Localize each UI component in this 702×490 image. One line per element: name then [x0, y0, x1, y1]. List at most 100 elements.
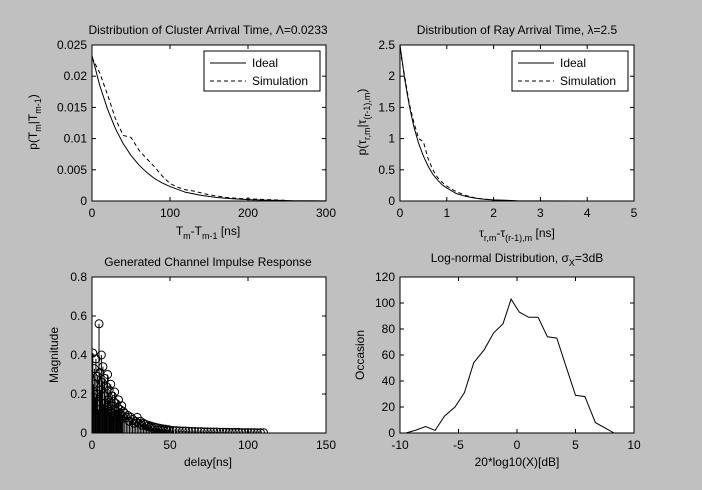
ray-arrival-ylabel: p(τr,m|τ(r-1),m)	[355, 89, 372, 156]
ray-arrival-ytick-label: 0.5	[378, 163, 395, 177]
impulse-stem-marker	[187, 426, 197, 433]
ray-arrival-xlabel: τr,m-τ(r-1),m [ns]	[479, 226, 555, 243]
cluster-arrival-xtick-label: 0	[89, 206, 96, 220]
impulse-stem-marker	[234, 427, 244, 433]
ray-arrival-legend-box	[511, 50, 629, 92]
impulse-stem-marker	[184, 426, 194, 433]
lognormal-title: Log-normal Distribution, σX=3dB	[431, 251, 604, 268]
impulse-stem-marker	[193, 427, 203, 433]
cluster-arrival-xtick-label: 200	[238, 206, 258, 220]
ray-arrival-xtick-label: 4	[584, 206, 591, 220]
impulse-stem-marker	[221, 427, 231, 433]
lognormal-xtick-label: 10	[627, 438, 641, 452]
ray-arrival-xtick-label: 5	[631, 206, 638, 220]
impulse-stem-marker	[96, 350, 106, 360]
ray-arrival-axes-frame	[399, 44, 635, 202]
lognormal-xlabel: 20*log10(X)[dB]	[475, 455, 560, 469]
lognormal-ylabel: Occasion	[353, 330, 367, 380]
impulse-stem-marker	[206, 427, 216, 433]
ray-arrival-xtick-label: 1	[443, 206, 450, 220]
cluster-arrival-plot: Distribution of Cluster Arrival Time, Λ=…	[26, 23, 336, 241]
ray-arrival-legend-label-simulation: Simulation	[560, 74, 616, 88]
lognormal-plot-layer	[405, 297, 615, 433]
impulse-stem-marker	[196, 427, 206, 433]
impulse-stem-marker	[215, 427, 225, 433]
impulse-stem-marker	[104, 385, 114, 395]
impulse-response-ytick-label: 0.8	[70, 270, 87, 284]
cluster-arrival-xtick-label: 300	[316, 206, 336, 220]
cluster-arrival-legend-label-simulation: Simulation	[252, 74, 308, 88]
impulse-stem-marker	[106, 379, 116, 389]
impulse-response-ytick-label: 0	[80, 426, 87, 440]
impulse-response-axes-area	[92, 277, 326, 433]
impulse-stem-marker	[103, 370, 113, 379]
impulse-response-plot-layer	[92, 319, 326, 433]
ray-arrival-title: Distribution of Ray Arrival Time, λ=2.5	[417, 23, 618, 37]
impulse-stem-marker	[212, 427, 222, 433]
impulse-stem-marker	[174, 426, 184, 433]
impulse-stem-marker	[227, 427, 237, 433]
impulse-stem-marker	[177, 426, 187, 433]
impulse-stem-marker	[114, 395, 124, 405]
impulse-response-ylabel: Magnitude	[47, 327, 61, 383]
impulse-response-ytick-label: 0.2	[70, 387, 87, 401]
lognormal-axes-area	[400, 277, 634, 433]
cluster-arrival-legend-label-ideal: Ideal	[252, 56, 278, 70]
impulse-response-ytick-label: 0.6	[70, 309, 87, 323]
cluster-arrival-ytick-label: 0.02	[64, 69, 88, 83]
cluster-arrival-xtick-label: 100	[160, 206, 180, 220]
impulse-response-xtick-label: 100	[238, 438, 258, 452]
impulse-stem-marker	[165, 425, 175, 433]
lognormal-series-ideal-line	[405, 297, 615, 433]
lognormal-plot: Log-normal Distribution, σX=3dB 20*log10…	[353, 251, 641, 469]
impulse-response-xtick-label: 150	[316, 438, 336, 452]
impulse-stem-marker	[110, 387, 120, 397]
cluster-arrival-ylabel: p(Tm|Tm-1)	[26, 94, 43, 149]
lognormal-ytick-label: 120	[375, 270, 395, 284]
impulse-stem-marker	[218, 427, 228, 433]
lognormal-ytick-label: 40	[382, 374, 396, 388]
ray-arrival-ytick-label: 1	[388, 132, 395, 146]
cluster-arrival-ytick-label: 0.005	[57, 163, 87, 177]
ray-arrival-xtick-label: 3	[537, 206, 544, 220]
impulse-stem-marker	[224, 427, 234, 433]
impulse-response-xtick-label: 50	[163, 438, 177, 452]
impulse-response-title: Generated Channel Impulse Response	[104, 255, 312, 269]
impulse-stem-marker	[168, 425, 178, 433]
impulse-stem-marker	[92, 348, 98, 358]
cluster-arrival-ytick-label: 0.01	[64, 132, 88, 146]
ray-arrival-xtick-label: 2	[490, 206, 497, 220]
cluster-arrival-xlabel: Tm-Tm-1 [ns]	[176, 224, 240, 241]
impulse-stem-marker	[171, 426, 181, 433]
impulse-response-ytick-label: 0.4	[70, 348, 87, 362]
cluster-arrival-ytick-label: 0.015	[57, 100, 87, 114]
impulse-stem-marker	[199, 427, 209, 433]
impulse-stem-marker	[202, 427, 212, 433]
lognormal-ytick-label: 60	[382, 348, 396, 362]
cluster-arrival-legend-box	[203, 50, 321, 92]
cluster-arrival-plot-layer	[92, 55, 326, 201]
ray-arrival-legend-label-ideal: Ideal	[560, 56, 586, 70]
ray-arrival-ytick-label: 2	[388, 69, 395, 83]
impulse-stem-marker	[98, 362, 108, 372]
lognormal-ytick-label: 100	[375, 296, 395, 310]
lognormal-ytick-label: 20	[382, 400, 396, 414]
cluster-arrival-ytick-label: 0.025	[57, 38, 87, 52]
ray-arrival-ytick-label: 0	[388, 194, 395, 208]
cluster-arrival-series-simulation-line	[92, 57, 288, 201]
impulse-stem-marker	[231, 427, 241, 433]
ray-arrival-xtick-label: 0	[397, 206, 404, 220]
lognormal-ytick-label: 0	[388, 426, 395, 440]
cluster-arrival-axes-frame	[91, 44, 327, 202]
ray-arrival-plot: Distribution of Ray Arrival Time, λ=2.5 …	[355, 23, 638, 243]
ray-arrival-ytick-label: 2.5	[378, 38, 395, 52]
lognormal-ytick-label: 80	[382, 322, 396, 336]
impulse-stem-marker	[181, 426, 191, 433]
impulse-stem-marker	[117, 401, 127, 411]
lognormal-xtick-label: 0	[514, 438, 521, 452]
cluster-arrival-ytick-label: 0	[80, 194, 87, 208]
impulse-response-plot: Generated Channel Impulse Response delay…	[47, 255, 336, 469]
impulse-response-xlabel: delay[ns]	[184, 455, 232, 469]
impulse-stem-marker	[190, 426, 200, 433]
